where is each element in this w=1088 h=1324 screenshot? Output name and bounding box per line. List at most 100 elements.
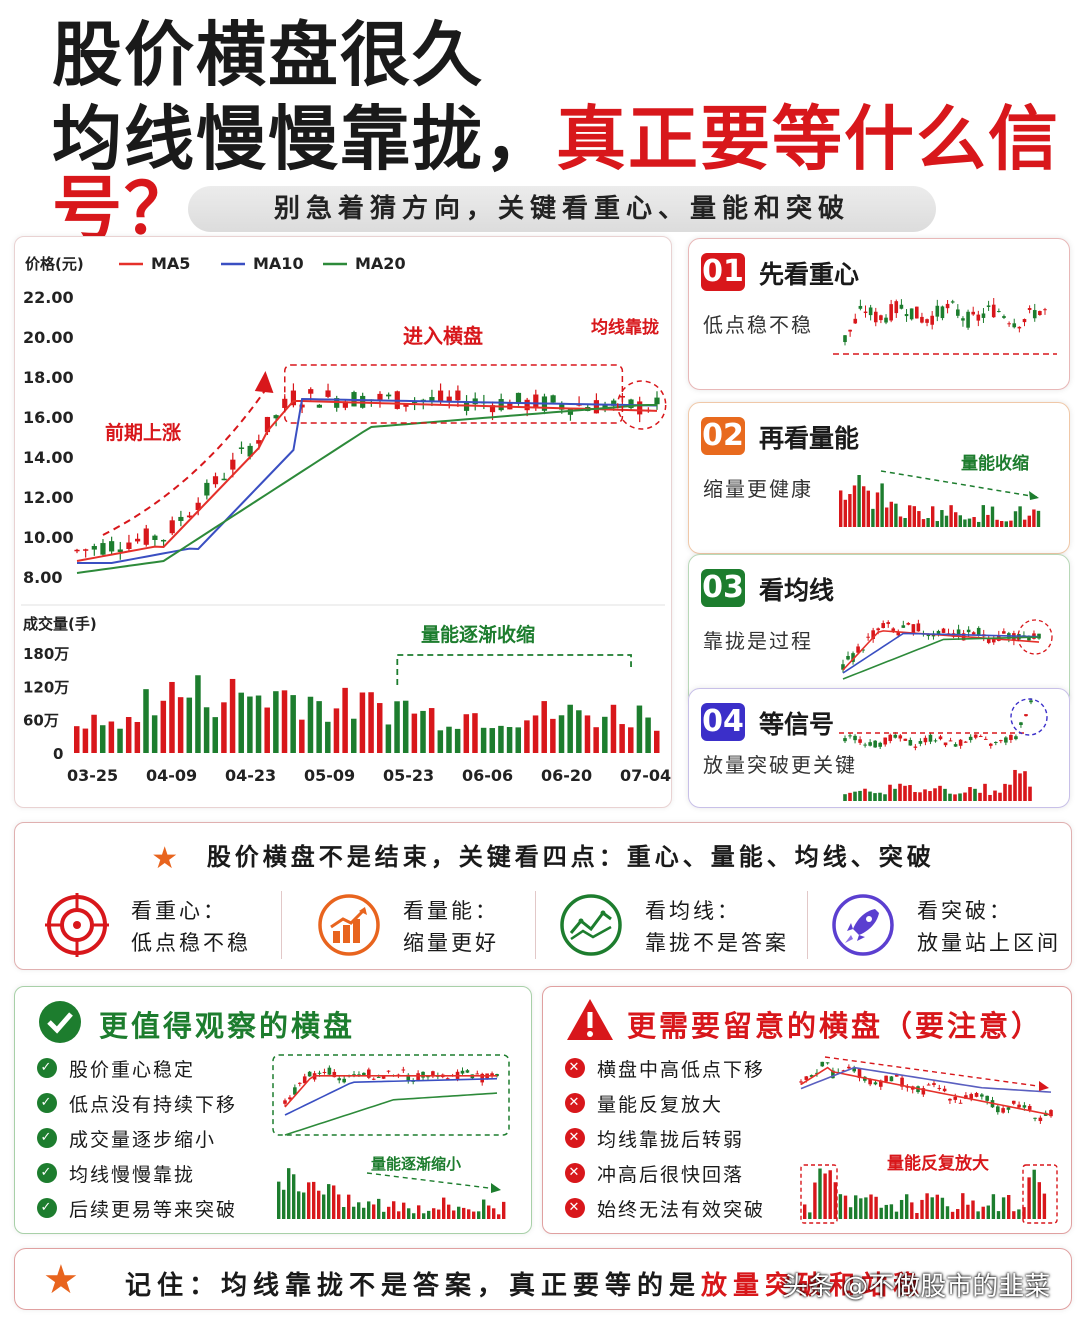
volume-bar <box>160 700 167 753</box>
legend-label: MA20 <box>355 254 406 273</box>
volume-bar <box>1012 1211 1016 1219</box>
volume-bar <box>879 1207 883 1219</box>
volume-bar <box>143 689 149 753</box>
card-desc: 低点稳不稳 <box>703 313 813 337</box>
volume-bar <box>480 727 487 753</box>
volume-bar <box>1013 769 1017 801</box>
volume-bar <box>873 793 877 801</box>
volume-bar <box>524 720 530 753</box>
footer-text: 记住：均线靠拢不是答案，真正要等的是放量突破和站稳 <box>125 1271 926 1301</box>
y-tick-label: 16.00 <box>23 408 74 427</box>
volume-bar <box>986 1205 990 1219</box>
card-02-chart <box>839 470 1041 527</box>
volume-bar <box>983 783 987 801</box>
volume-bar <box>498 725 504 753</box>
candle-body <box>637 401 643 415</box>
candle-body <box>909 308 914 320</box>
volume-bar <box>843 794 847 801</box>
candle-body <box>848 329 852 332</box>
volume-bar <box>963 792 967 801</box>
divider <box>281 891 282 959</box>
candle-body <box>953 744 958 747</box>
good-note: 量能逐渐缩小 <box>371 1155 462 1173</box>
subtitle-pill: 别急着猜方向，关键看重心、量能和突破 <box>188 186 936 232</box>
bad-title: 更需要留意的横盘（要注意） <box>627 1009 1044 1043</box>
volume-bar <box>317 1190 321 1219</box>
card-01: 01 先看重心 低点稳不稳 <box>688 238 1070 390</box>
candle-body <box>996 1106 1000 1113</box>
candle-body <box>362 1072 366 1077</box>
volume-bar <box>935 521 939 527</box>
volume-bar <box>905 1194 909 1219</box>
volume-bar <box>117 728 123 753</box>
candle-body <box>968 736 973 741</box>
volume-bar <box>1000 521 1004 527</box>
check-icon: ✓ <box>37 1058 57 1078</box>
candle-body <box>1024 714 1028 717</box>
candle-body <box>863 744 867 746</box>
candle-body <box>848 735 852 737</box>
candle-body <box>991 638 996 643</box>
candle-body <box>1022 1105 1027 1108</box>
candle-body <box>429 397 435 401</box>
volume-bar <box>990 506 995 527</box>
volume-bar <box>833 1182 837 1219</box>
volume-bar <box>903 785 907 801</box>
volume-bar <box>397 1211 401 1219</box>
volume-bar <box>1008 784 1012 801</box>
candle-body <box>1049 1110 1053 1117</box>
candle-body <box>412 401 418 403</box>
volume-tick-label: 120万 <box>23 678 69 696</box>
candle-body <box>908 739 913 746</box>
candle-body <box>983 738 988 740</box>
volume-bar <box>972 517 976 527</box>
volume-bar <box>1009 520 1013 527</box>
volume-bar <box>888 784 892 801</box>
volume-bar <box>302 1192 306 1219</box>
candle-body <box>911 624 916 634</box>
candle-body <box>858 739 862 743</box>
volume-bar <box>264 707 270 753</box>
candle-body <box>936 630 941 635</box>
volume-bar <box>949 505 953 527</box>
candle-body <box>593 400 600 414</box>
candle-body <box>431 1071 435 1077</box>
candle-body <box>883 737 888 745</box>
candle-body <box>1043 309 1047 311</box>
candle-body <box>820 1061 825 1067</box>
candle-body <box>986 638 991 643</box>
volume-bar <box>893 788 897 801</box>
candle-body <box>317 1072 322 1074</box>
volume-bar <box>883 794 887 801</box>
candle-body <box>889 304 893 321</box>
card-03: 03 看均线 靠拢是过程 <box>688 554 1070 706</box>
candle-body <box>376 1076 381 1078</box>
volume-bar <box>917 511 921 527</box>
volume-bar <box>333 708 340 753</box>
bad-list: ✕ 横盘中高低点下移 ✕ 量能反复放大 ✕ 均线靠拢后转弱 ✕ 冲高后很快回落 ✕ 始终无… <box>565 1055 765 1230</box>
volume-bar <box>843 499 847 527</box>
card-number: 01 <box>701 253 745 291</box>
volume-bar <box>221 702 227 753</box>
candle-body <box>884 317 888 323</box>
candle-body <box>195 502 201 511</box>
volume-bar <box>463 714 470 753</box>
volume-bar <box>884 1204 888 1219</box>
bad-chart <box>799 1056 1058 1224</box>
list-item: ✓ 低点没有持续下移 <box>37 1090 237 1125</box>
volume-bar <box>238 692 244 753</box>
title-line2-black: 均线慢慢靠拢， <box>52 98 556 180</box>
volume-bar <box>878 792 882 801</box>
main-chart: 价格(元) MA5 MA10 MA20 22.00 20.00 18.00 16.00 14.0… <box>21 254 671 785</box>
candle-body <box>935 305 940 317</box>
volume-bar <box>402 700 409 753</box>
volume-bar <box>417 1205 421 1219</box>
candle-body <box>948 1098 952 1101</box>
candle-body <box>460 1070 465 1074</box>
candle-body <box>969 1094 974 1099</box>
volume-bar <box>913 792 917 801</box>
candle-body <box>930 315 934 325</box>
volume-bar <box>976 1211 980 1219</box>
candle-body <box>973 734 978 738</box>
candle-body <box>958 739 963 746</box>
